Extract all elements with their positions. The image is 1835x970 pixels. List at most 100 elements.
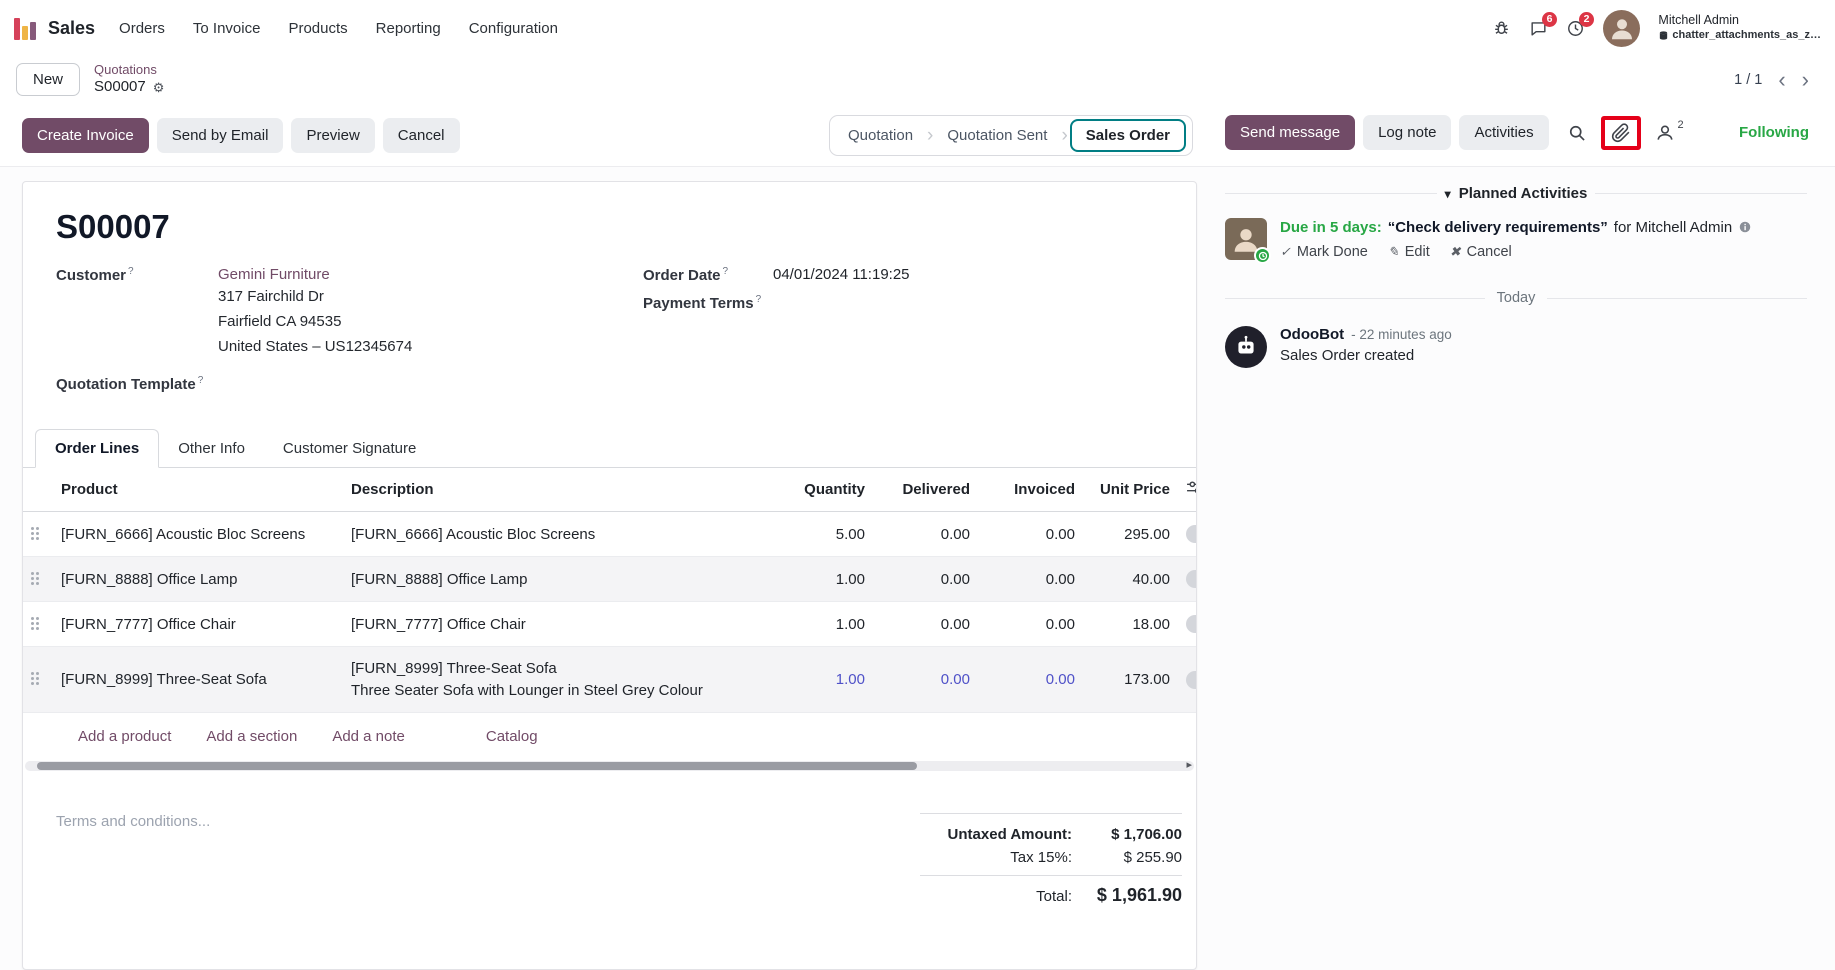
record-actions-gear-icon[interactable]: ⚙ <box>152 79 165 95</box>
search-messages-icon[interactable] <box>1567 123 1587 143</box>
cell-unit-price: 18.00 <box>1083 601 1178 647</box>
user-avatar[interactable] <box>1603 9 1641 47</box>
cell-taxes-badge: 1 <box>1178 646 1196 714</box>
status-quotation[interactable]: Quotation <box>848 127 914 144</box>
messages-icon[interactable]: 6 <box>1529 11 1558 38</box>
cross-icon: ✖ <box>1449 244 1461 259</box>
help-marker: ? <box>128 266 134 277</box>
menu-reporting[interactable]: Reporting <box>375 19 441 37</box>
attach-files-paperclip-icon[interactable] <box>1611 122 1631 143</box>
send-by-email-button[interactable]: Send by Email <box>156 118 284 153</box>
column-header-quantity[interactable]: Quantity <box>768 468 873 513</box>
pager-previous-icon[interactable]: ‹ <box>1778 66 1786 92</box>
pencil-icon: ✎ <box>1387 244 1399 259</box>
cell-taxes-badge: 1 <box>1178 601 1196 647</box>
chatter-message: OdooBot - 22 minutes ago Sales Order cre… <box>1225 326 1807 368</box>
collapse-caret-icon[interactable]: ▾ <box>1444 186 1451 201</box>
user-menu[interactable]: Mitchell Admin chatter_attachments_as_z… <box>1658 13 1821 42</box>
preview-button[interactable]: Preview <box>291 118 375 153</box>
tab-other-info[interactable]: Other Info <box>178 440 245 458</box>
terms-and-conditions-field[interactable]: Terms and conditions... <box>56 813 211 831</box>
status-sales-order[interactable]: Sales Order <box>1069 119 1186 152</box>
message-author[interactable]: OdooBot <box>1280 326 1345 343</box>
add-note-link[interactable]: Add a note <box>332 728 405 746</box>
cell-delivered: 0.00 <box>873 556 978 602</box>
edit-activity-button[interactable]: ✎ Edit <box>1387 244 1430 260</box>
drag-handle-icon[interactable] <box>23 556 53 602</box>
cell-unit-price: 173.00 <box>1083 646 1178 714</box>
drag-handle-icon[interactable] <box>23 601 53 647</box>
breadcrumb-parent[interactable]: Quotations <box>94 62 157 77</box>
customer-link[interactable]: Gemini Furniture <box>218 266 330 283</box>
pager-next-icon[interactable]: › <box>1801 66 1809 92</box>
pager: 1 / 1 ‹ › <box>1734 66 1809 92</box>
pager-value: 1 / 1 <box>1734 71 1763 88</box>
cell-quantity: 5.00 <box>835 525 865 543</box>
messages-badge: 6 <box>1541 11 1558 28</box>
untaxed-amount-value: $ 1,706.00 <box>1111 826 1182 844</box>
untaxed-amount-label: Untaxed Amount: <box>947 826 1072 844</box>
table-row[interactable]: [FURN_8888] Office Lamp [FURN_8888] Offi… <box>23 556 1196 602</box>
cancel-button[interactable]: Cancel <box>382 118 460 153</box>
add-section-link[interactable]: Add a section <box>206 728 298 746</box>
followers-icon[interactable]: 2 <box>1655 119 1684 143</box>
table-row[interactable]: [FURN_6666] Acoustic Bloc Screens [FURN_… <box>23 512 1196 557</box>
menu-orders[interactable]: Orders <box>119 19 165 37</box>
cell-invoiced: 0.00 <box>978 601 1083 647</box>
tab-order-lines[interactable]: Order Lines <box>35 429 160 469</box>
catalog-link[interactable]: Catalog <box>485 728 538 746</box>
odoo-logo-icon[interactable] <box>14 16 36 40</box>
attachment-highlight-annotation <box>1600 115 1641 150</box>
activities-badge: 2 <box>1578 11 1595 28</box>
column-header-delivered[interactable]: Delivered <box>873 468 978 513</box>
total-value: $ 1,961.90 <box>1096 885 1182 906</box>
mark-done-button[interactable]: ✓ Mark Done <box>1280 244 1368 260</box>
activities-clock-icon[interactable]: 2 <box>1566 11 1595 38</box>
drag-handle-icon[interactable] <box>23 512 53 557</box>
column-header-invoiced[interactable]: Invoiced <box>978 468 1083 513</box>
table-row[interactable]: [FURN_7777] Office Chair [FURN_7777] Off… <box>23 601 1196 647</box>
table-row[interactable]: [FURN_8999] Three-Seat Sofa [FURN_8999] … <box>23 646 1196 714</box>
add-product-link[interactable]: Add a product <box>78 728 172 746</box>
cell-product: [FURN_7777] Office Chair <box>53 601 343 647</box>
activity-summary: “Check delivery requirements” <box>1387 218 1608 236</box>
optional-columns-icon[interactable] <box>1178 468 1196 513</box>
debug-bug-icon[interactable] <box>1492 19 1511 38</box>
menu-products[interactable]: Products <box>288 19 348 37</box>
statusbar: Quotation › Quotation Sent › Sales Order <box>829 115 1193 156</box>
menu-configuration[interactable]: Configuration <box>468 19 558 37</box>
horizontal-scrollbar[interactable]: ▸ <box>25 759 1194 772</box>
cell-taxes-badge: 1 <box>1178 512 1196 557</box>
activity-assignee: for Mitchell Admin <box>1613 218 1733 236</box>
column-header-product[interactable]: Product <box>53 468 343 513</box>
help-marker: ? <box>722 266 729 277</box>
app-name[interactable]: Sales <box>48 17 96 38</box>
info-icon[interactable] <box>1738 218 1752 236</box>
column-header-description[interactable]: Description <box>343 468 768 513</box>
scroll-right-icon[interactable]: ▸ <box>1186 759 1192 772</box>
log-note-button[interactable]: Log note <box>1363 115 1452 150</box>
new-button[interactable]: New <box>16 63 81 96</box>
cell-description: [FURN_6666] Acoustic Bloc Screens <box>351 525 596 543</box>
tax-value: $ 255.90 <box>1123 849 1182 867</box>
tab-customer-signature[interactable]: Customer Signature <box>282 440 417 458</box>
status-quotation-sent[interactable]: Quotation Sent <box>947 127 1048 144</box>
send-message-button[interactable]: Send message <box>1225 115 1356 150</box>
following-toggle[interactable]: Following <box>1739 124 1809 141</box>
notebook-tabs: Order Lines Other Info Customer Signatur… <box>23 429 1196 469</box>
order-date-value[interactable]: 04/01/2024 11:19:25 <box>773 266 910 283</box>
create-invoice-button[interactable]: Create Invoice <box>22 118 149 153</box>
drag-handle-icon[interactable] <box>23 646 53 714</box>
scrollbar-thumb[interactable] <box>37 762 917 771</box>
column-header-unit-price[interactable]: Unit Price <box>1083 468 1178 513</box>
tax-label: Tax 15%: <box>1010 849 1072 867</box>
menu-to-invoice[interactable]: To Invoice <box>192 19 261 37</box>
activities-button[interactable]: Activities <box>1459 115 1549 150</box>
cell-description: [FURN_8999] Three-Seat Sofa Three Seater … <box>343 646 768 714</box>
planned-activities-header: ▾ Planned Activities <box>1225 185 1807 202</box>
cancel-activity-button[interactable]: ✖ Cancel <box>1449 244 1512 260</box>
activity-due-date: Due in 5 days: <box>1280 218 1382 236</box>
breadcrumb: Quotations S00007 ⚙ <box>94 62 164 97</box>
planned-activities-title[interactable]: Planned Activities <box>1458 185 1588 202</box>
activity-item: Due in 5 days: “Check delivery requireme… <box>1225 218 1807 264</box>
